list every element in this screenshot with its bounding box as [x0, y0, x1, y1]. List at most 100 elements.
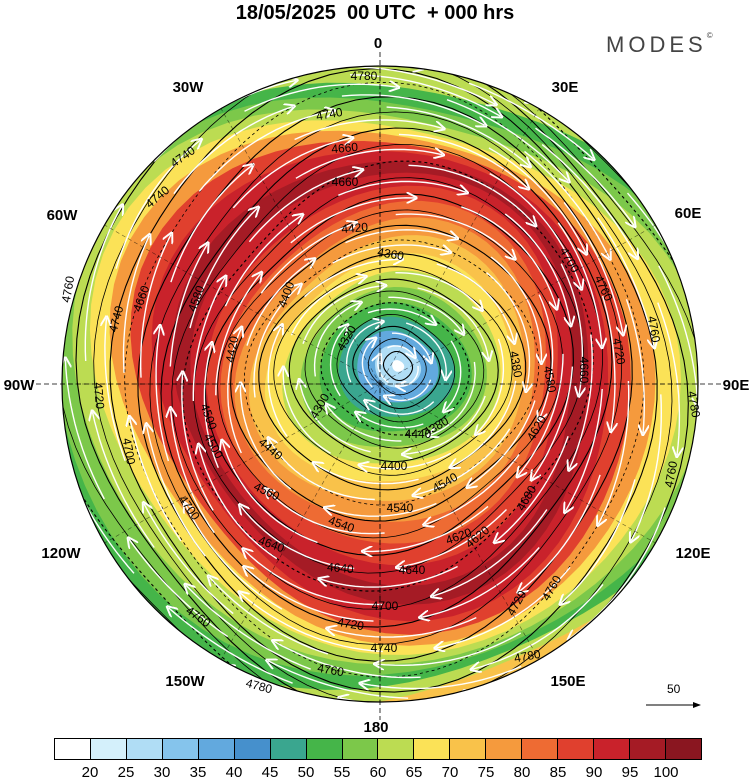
streamline	[387, 345, 415, 357]
longitude-labels: 0 30E 60E 90E 120E 150E 180 150W 120W 90W 60W 30W	[4, 35, 750, 736]
streamline	[366, 401, 435, 415]
streamline	[560, 263, 582, 395]
height-contour	[352, 325, 441, 410]
colorbar	[54, 738, 702, 760]
height-contour	[93, 66, 673, 702]
height-contour	[336, 313, 456, 423]
streamline	[295, 149, 442, 179]
colorbar-tick-label: 100	[653, 764, 679, 781]
longitude-label: 60W	[47, 207, 79, 224]
colorbar-segment	[630, 739, 666, 759]
contour-value-label: 4540	[387, 501, 414, 515]
colorbar-segment	[162, 739, 199, 759]
contour-value-label: 4760	[645, 315, 663, 344]
streamline	[597, 217, 654, 347]
longitude-label: 30W	[173, 79, 205, 96]
colorbar-tick-label: 70	[441, 764, 459, 781]
streamline	[405, 322, 446, 378]
colorbar-tick-label: 85	[549, 764, 567, 781]
colorbar-tick-label: 95	[621, 764, 639, 781]
streamline	[313, 303, 360, 377]
streamline	[541, 144, 637, 258]
contour-value-label: 4660	[332, 175, 359, 189]
streamline	[248, 170, 361, 243]
height-contour	[273, 266, 513, 476]
brand-logo: MODES©	[606, 31, 713, 58]
colorbar-tick-label: 20	[81, 764, 99, 781]
colorbar-tick-label: 80	[513, 764, 531, 781]
colorbar-tick-label: 25	[117, 764, 135, 781]
streamline	[386, 106, 530, 166]
colorbar-segment	[55, 739, 91, 759]
streamline	[240, 506, 355, 570]
contour-value-label: 4760	[662, 460, 680, 489]
streamline	[489, 172, 581, 288]
wind-reference-vector: 50	[646, 682, 701, 708]
streamline	[326, 502, 437, 517]
contour-value-label: 4780	[513, 647, 542, 665]
streamline	[266, 490, 385, 535]
contour-value-label: 4720	[91, 382, 107, 410]
streamline	[601, 295, 615, 430]
streamline	[524, 150, 610, 258]
streamline	[227, 328, 242, 454]
colorbar-segment	[270, 739, 307, 759]
contour-value-label: 4360	[376, 245, 405, 263]
streamline	[320, 565, 458, 588]
streamline	[329, 326, 347, 397]
streamline	[185, 504, 283, 610]
contour-value-label: 4420	[223, 335, 241, 364]
streamline	[332, 245, 450, 264]
contour-value-label: 4740	[371, 641, 398, 655]
streamline	[245, 567, 374, 622]
colorbar-ticks: 20 25 30 35 40 45 50 55 60 65 70 75 80 85 90 95 100	[54, 764, 702, 782]
longitude-label: 180	[363, 719, 388, 736]
streamline	[631, 394, 663, 540]
streamline	[436, 566, 571, 648]
colorbar-segment	[378, 739, 415, 759]
streamline	[244, 550, 383, 606]
streamline	[169, 244, 207, 367]
streamline	[290, 198, 415, 244]
streamline	[404, 395, 486, 454]
streamline	[476, 338, 505, 434]
streamline	[283, 368, 331, 454]
streamline	[395, 213, 515, 258]
height-contour	[171, 144, 604, 610]
streamline	[473, 583, 604, 669]
streamline	[398, 133, 528, 188]
streamline	[539, 294, 554, 420]
streamline	[268, 661, 409, 699]
streamline	[253, 285, 300, 398]
streamline	[532, 366, 574, 479]
streamline	[304, 259, 402, 298]
contour-value-label: 4700	[372, 599, 399, 613]
streamline	[260, 223, 355, 294]
streamline	[657, 302, 680, 456]
streamline	[625, 299, 645, 433]
colorbar-segment	[306, 739, 343, 759]
streamline	[269, 439, 375, 501]
colorbar-segment	[234, 739, 271, 759]
streamline	[446, 99, 568, 181]
height-contour	[367, 338, 427, 396]
contour-value-label: 4780	[685, 390, 703, 419]
colorbar-segment	[522, 739, 559, 759]
streamline	[156, 327, 170, 462]
streamline	[386, 379, 432, 401]
streamline	[488, 147, 586, 253]
colorbar-segment	[594, 739, 630, 759]
streamline	[169, 608, 293, 684]
streamline	[519, 474, 601, 592]
colorbar-segment	[342, 739, 379, 759]
colorbar-tick-label: 50	[297, 764, 315, 781]
contour-value-label: 4660	[577, 357, 591, 384]
streamline	[408, 164, 535, 225]
streamline	[25, 318, 51, 481]
streamline	[417, 287, 489, 359]
colorbar-segment	[486, 739, 523, 759]
streamline	[198, 111, 333, 192]
streamline	[345, 322, 382, 383]
streamline	[328, 616, 477, 638]
streamline	[376, 632, 522, 665]
